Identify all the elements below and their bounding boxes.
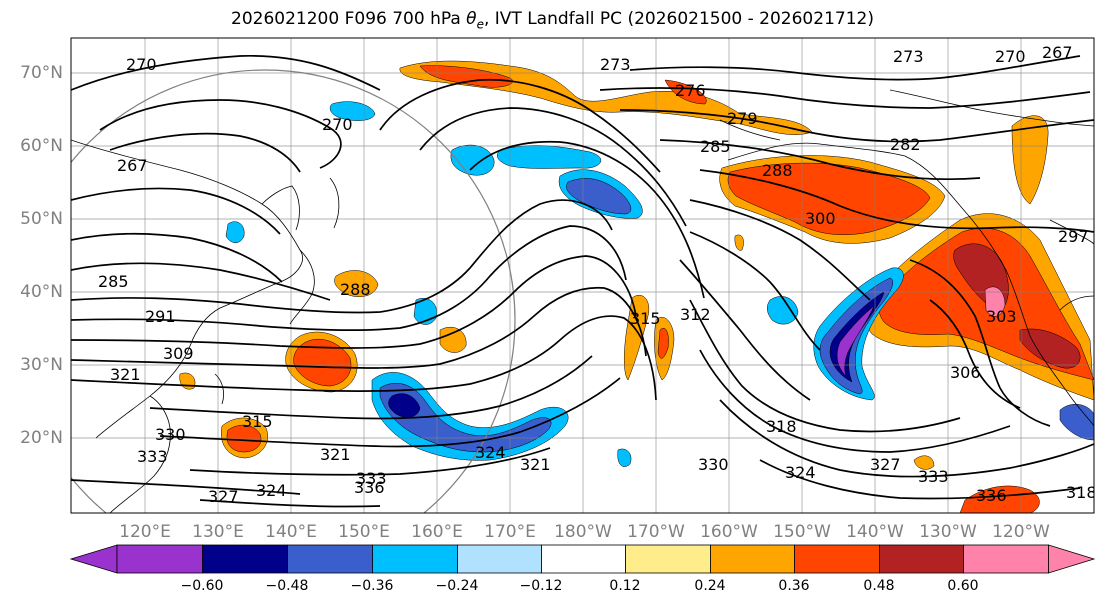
contour-label: 288 bbox=[340, 280, 371, 299]
colorbar-bin bbox=[710, 544, 795, 574]
contour-label: 279 bbox=[727, 109, 758, 128]
lat-label: 50°N bbox=[20, 209, 63, 229]
colorbar-tick-label: 0.12 bbox=[609, 578, 641, 594]
colorbar-bin bbox=[457, 544, 542, 574]
contour-label: 267 bbox=[117, 156, 148, 175]
colorbar-tick-label: −0.24 bbox=[435, 578, 479, 594]
colorbar bbox=[69, 544, 1096, 574]
colorbar-bin bbox=[963, 544, 1049, 574]
colorbar-high-arrow bbox=[1048, 544, 1096, 574]
colorbar-bin bbox=[541, 544, 626, 574]
theta-e-contours bbox=[71, 55, 1094, 508]
contour-label: 267 bbox=[1042, 43, 1073, 62]
contour-label: 330 bbox=[155, 425, 186, 444]
map-title: 2026021200 F096 700 hPa θe, IVT Landfall… bbox=[231, 9, 874, 32]
lon-label: 180°W bbox=[554, 522, 612, 542]
contour-label: 270 bbox=[126, 55, 157, 74]
contour-label: 273 bbox=[600, 55, 631, 74]
lon-label: 150°W bbox=[773, 522, 831, 542]
colorbar-tick-label: −0.12 bbox=[519, 578, 563, 594]
contour-label: 336 bbox=[354, 478, 385, 497]
map-plot-area: 270 273 273 270 267 276 279 270 267 285 … bbox=[71, 38, 1097, 513]
lon-label: 150°E bbox=[338, 522, 390, 542]
lon-label: 170°W bbox=[627, 522, 685, 542]
colorbar-tick-label: −0.60 bbox=[180, 578, 224, 594]
contour-label: 318 bbox=[766, 417, 797, 436]
contour-label: 315 bbox=[242, 412, 273, 431]
contour-label: 312 bbox=[680, 305, 711, 324]
colorbar-bin bbox=[625, 544, 711, 574]
contour-label: 306 bbox=[950, 363, 981, 382]
contour-label: 285 bbox=[98, 272, 129, 291]
colorbar-tick-label: 0.36 bbox=[778, 578, 810, 594]
colorbar-tick-label: 0.48 bbox=[863, 578, 895, 594]
contour-label: 300 bbox=[805, 209, 836, 228]
contour-labels: 270 273 273 270 267 276 279 270 267 285 … bbox=[98, 43, 1097, 506]
colorbar-tick-label: 0.24 bbox=[694, 578, 726, 594]
plot-frame bbox=[70, 37, 1095, 514]
lon-label: 120°E bbox=[119, 522, 171, 542]
contour-label: 309 bbox=[163, 344, 194, 363]
lon-label: 170°E bbox=[484, 522, 536, 542]
contour-label: 324 bbox=[475, 443, 506, 462]
landfall-region-circle bbox=[71, 69, 516, 513]
colorbar-bin bbox=[287, 544, 373, 574]
contour-label: 282 bbox=[890, 135, 921, 154]
colorbar-bin bbox=[794, 544, 880, 574]
lon-label: 160°E bbox=[411, 522, 463, 542]
contour-label: 315 bbox=[630, 309, 661, 328]
ivt-shading bbox=[179, 60, 1094, 513]
lat-label: 70°N bbox=[20, 63, 63, 83]
colorbar-tick-label: −0.36 bbox=[350, 578, 394, 594]
contour-label: 318 bbox=[1066, 483, 1097, 502]
contour-label: 330 bbox=[698, 455, 729, 474]
contour-label: 336 bbox=[976, 486, 1007, 505]
lat-label: 60°N bbox=[20, 136, 63, 156]
lon-label: 130°E bbox=[192, 522, 244, 542]
colorbar-tick-label: −0.48 bbox=[265, 578, 309, 594]
contour-label: 303 bbox=[986, 307, 1017, 326]
contour-label: 285 bbox=[700, 137, 731, 156]
contour-label: 321 bbox=[110, 365, 141, 384]
colorbar-bin bbox=[116, 544, 203, 574]
lon-label: 140°W bbox=[846, 522, 904, 542]
colorbar-low-arrow bbox=[69, 544, 118, 574]
contour-label: 324 bbox=[256, 481, 287, 500]
contour-label: 273 bbox=[893, 47, 924, 66]
contour-label: 327 bbox=[870, 455, 901, 474]
contour-label: 270 bbox=[995, 47, 1026, 66]
colorbar-bin bbox=[372, 544, 458, 574]
contour-label: 327 bbox=[208, 487, 239, 506]
contour-label: 333 bbox=[356, 469, 387, 488]
lat-label: 40°N bbox=[20, 282, 63, 302]
contour-label: 288 bbox=[762, 161, 793, 180]
contour-label: 324 bbox=[785, 463, 816, 482]
lon-label: 160°W bbox=[700, 522, 758, 542]
lat-label: 20°N bbox=[20, 428, 63, 448]
lon-label: 120°W bbox=[992, 522, 1050, 542]
colorbar-tick-label: 0.60 bbox=[947, 578, 979, 594]
contour-label: 276 bbox=[675, 81, 706, 100]
contour-label: 297 bbox=[1058, 227, 1089, 246]
contour-label: 270 bbox=[322, 115, 353, 134]
contour-label: 333 bbox=[918, 467, 949, 486]
contour-label: 321 bbox=[320, 445, 351, 464]
lat-label: 30°N bbox=[20, 355, 63, 375]
contour-label: 333 bbox=[137, 447, 168, 466]
lon-label: 140°E bbox=[265, 522, 317, 542]
lon-label: 130°W bbox=[919, 522, 977, 542]
contour-label: 291 bbox=[145, 307, 176, 326]
colorbar-bin bbox=[879, 544, 964, 574]
colorbar-bin bbox=[202, 544, 288, 574]
contour-label: 321 bbox=[520, 455, 551, 474]
